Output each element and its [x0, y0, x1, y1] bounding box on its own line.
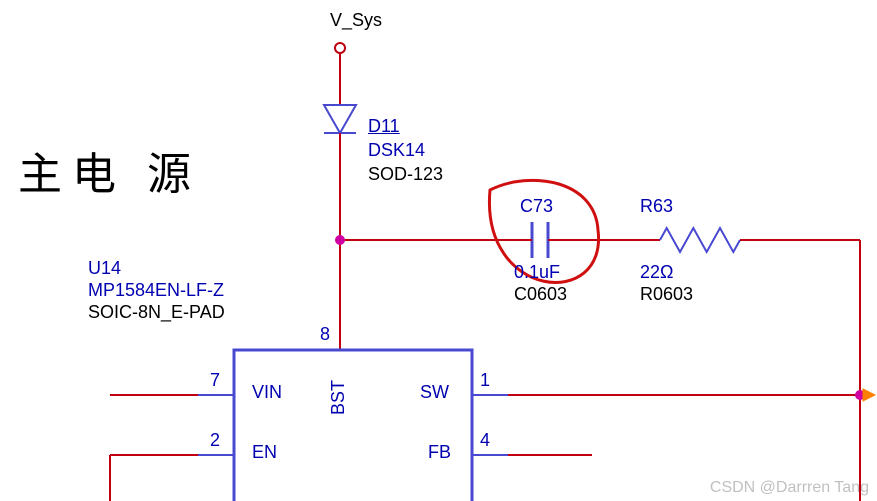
schematic-canvas [0, 0, 877, 501]
res-value: 22Ω [640, 262, 673, 283]
pin-name-en: EN [252, 442, 277, 463]
cap-ref: C73 [520, 196, 553, 217]
pin-name-bst: BST [328, 380, 349, 415]
pin-name-vin: VIN [252, 382, 282, 403]
ic-package: SOIC-8N_E-PAD [88, 302, 225, 323]
pin-name-fb: FB [428, 442, 451, 463]
diode-part: DSK14 [368, 140, 425, 161]
res-ref: R63 [640, 196, 673, 217]
ic-ref: U14 [88, 258, 121, 279]
net-label-vsys: V_Sys [330, 10, 382, 31]
pin-no-en: 2 [210, 430, 220, 451]
cap-package: C0603 [514, 284, 567, 305]
page-title: 主电 源 [18, 138, 201, 202]
pin-no-vin: 7 [210, 370, 220, 391]
diode-ref: D11 [368, 116, 400, 137]
diode-package: SOD-123 [368, 164, 443, 185]
watermark-text: CSDN @Darrren Tang [710, 479, 869, 497]
cap-value: 0.1uF [514, 262, 560, 283]
pin-no-bst: 8 [320, 324, 330, 345]
res-package: R0603 [640, 284, 693, 305]
pin-no-fb: 4 [480, 430, 490, 451]
pin-no-sw: 1 [480, 370, 490, 391]
pin-name-sw: SW [420, 382, 449, 403]
ic-part: MP1584EN-LF-Z [88, 280, 224, 301]
